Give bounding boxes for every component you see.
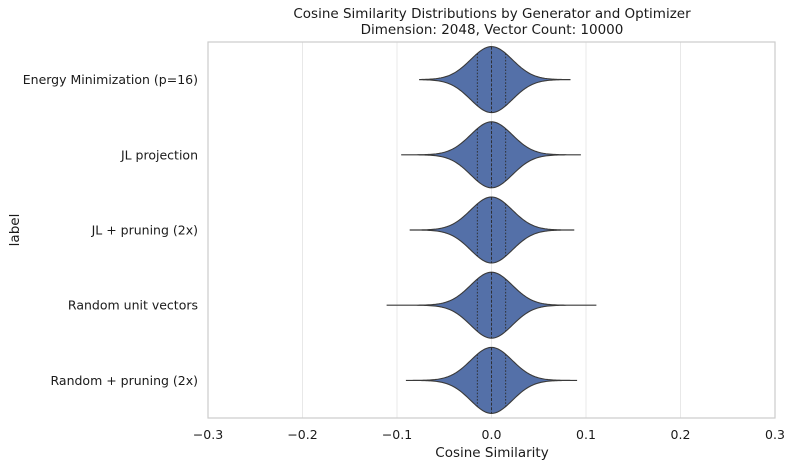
violins bbox=[386, 46, 597, 414]
x-tick-label: 0.2 bbox=[671, 427, 691, 442]
x-tick-label: 0.0 bbox=[482, 427, 502, 442]
x-tick-label: 0.3 bbox=[765, 427, 785, 442]
x-axis-ticks: −0.3 −0.2 −0.1 0.0 0.1 0.2 0.3 bbox=[193, 427, 785, 442]
y-tick-label: Random unit vectors bbox=[68, 298, 198, 313]
violin-body bbox=[401, 121, 581, 189]
violin-body bbox=[409, 196, 575, 264]
y-axis-categories: Energy Minimization (p=16) JL projection J… bbox=[23, 72, 198, 388]
x-axis-label: Cosine Similarity bbox=[435, 445, 548, 461]
x-tick-label: −0.1 bbox=[382, 427, 412, 442]
y-tick-label: Random + pruning (2x) bbox=[51, 373, 199, 388]
x-tick-label: −0.2 bbox=[287, 427, 317, 442]
y-tick-label: JL + pruning (2x) bbox=[91, 223, 198, 238]
y-tick-label: Energy Minimization (p=16) bbox=[23, 72, 198, 87]
x-tick-label: 0.1 bbox=[576, 427, 596, 442]
y-tick-label: JL projection bbox=[120, 147, 198, 162]
chart-subtitle: Dimension: 2048, Vector Count: 10000 bbox=[361, 22, 624, 38]
x-tick-label: −0.3 bbox=[193, 427, 223, 442]
chart-title: Cosine Similarity Distributions by Gener… bbox=[293, 6, 691, 22]
y-axis-label: label bbox=[7, 214, 23, 247]
violin-body bbox=[419, 46, 571, 114]
plot-frame bbox=[207, 41, 776, 419]
